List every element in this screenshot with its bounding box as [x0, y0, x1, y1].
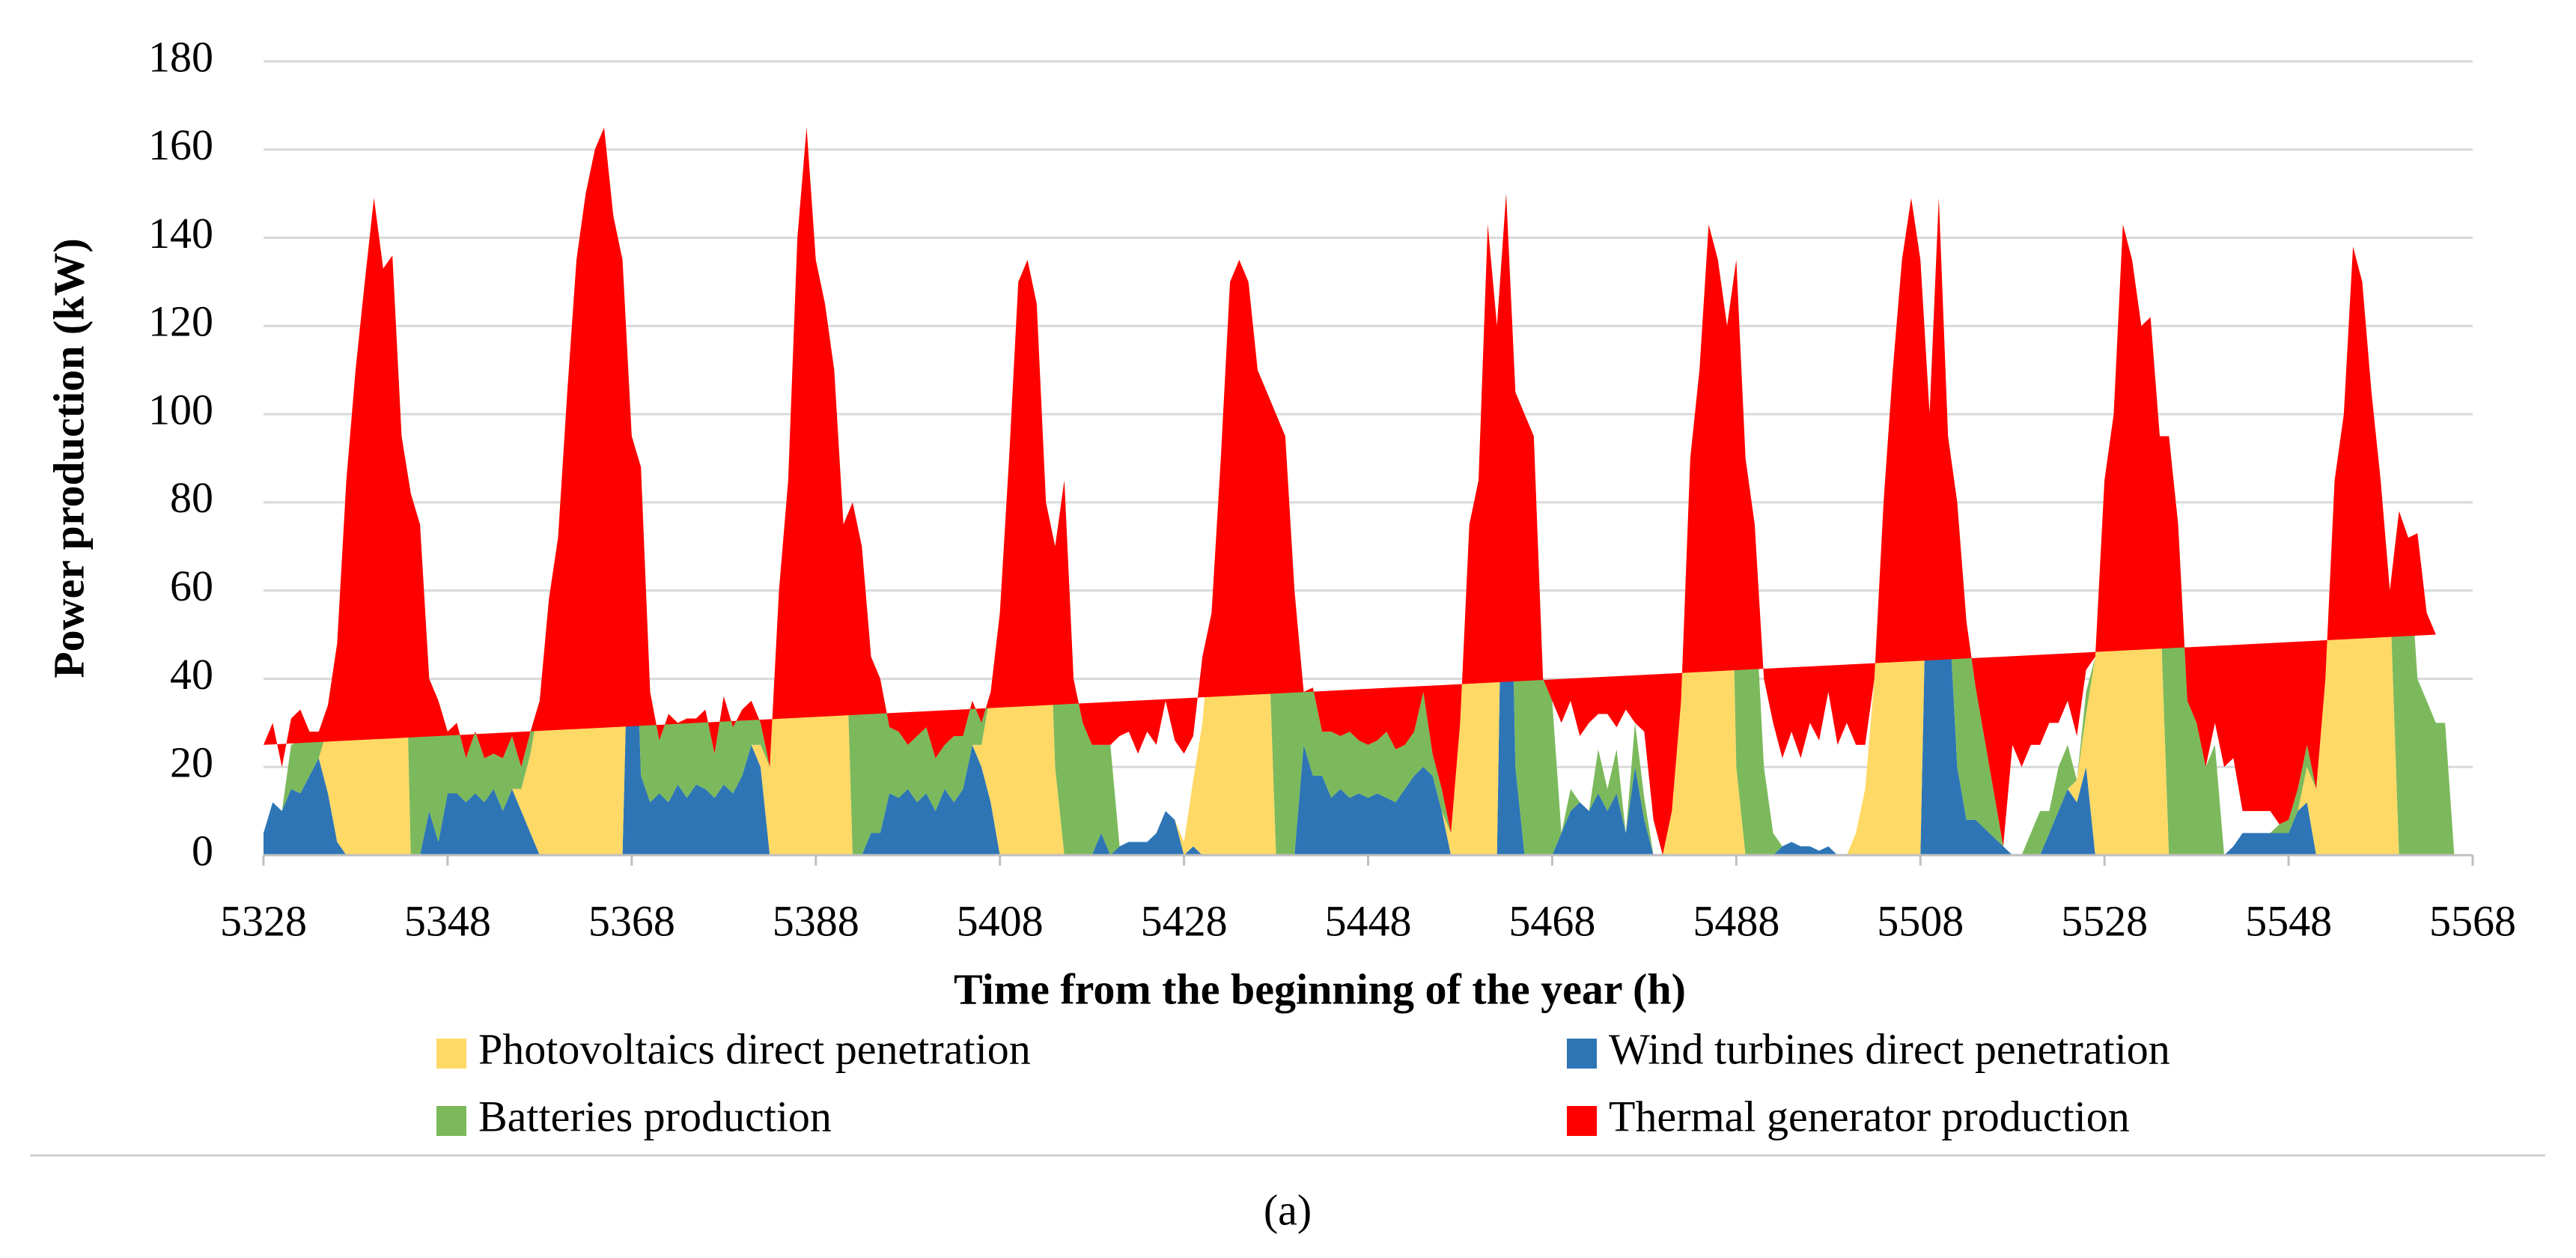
x-tick-label: 5408: [957, 896, 1044, 945]
y-tick-label: 120: [148, 297, 213, 346]
legend-swatch: [1567, 1039, 1597, 1069]
x-tick-label: 5548: [2245, 896, 2332, 945]
legend-label: Photovoltaics direct penetration: [478, 1024, 1031, 1073]
area: [264, 127, 2436, 856]
legend-label: Thermal generator production: [1609, 1092, 2130, 1140]
y-tick-label: 40: [170, 650, 213, 699]
x-tick-label: 5348: [404, 896, 491, 945]
y-axis-title: Power production (kW): [44, 238, 93, 678]
y-tick-label: 20: [170, 738, 213, 787]
x-tick-label: 5328: [220, 896, 307, 945]
x-tick-label: 5488: [1693, 896, 1779, 945]
x-tick-label: 5388: [773, 896, 859, 945]
y-tick-label: 160: [148, 121, 213, 169]
y-tick-label: 0: [192, 826, 213, 875]
area: [264, 127, 2473, 856]
x-axis-title: Time from the beginning of the year (h): [954, 964, 1686, 1013]
legend-label: Batteries production: [478, 1092, 832, 1140]
x-tick-label: 5468: [1508, 896, 1595, 945]
legend-swatch: [436, 1106, 466, 1136]
y-tick-label: 140: [148, 209, 213, 258]
legend-swatch: [436, 1039, 466, 1069]
x-tick-label: 5368: [588, 896, 675, 945]
x-tick-label: 5428: [1141, 896, 1228, 945]
y-tick-label: 80: [170, 473, 213, 522]
x-tick-label: 5448: [1325, 896, 1412, 945]
legend-swatch: [1567, 1106, 1597, 1136]
x-tick-label: 5508: [1877, 896, 1964, 945]
legend-label: Wind turbines direct penetration: [1609, 1024, 2170, 1073]
y-tick-label: 60: [170, 562, 213, 610]
caption: (a): [1264, 1185, 1312, 1234]
x-tick-label: 5528: [2061, 896, 2148, 945]
y-tick-label: 100: [148, 385, 213, 434]
x-tick-label: 5568: [2429, 896, 2516, 945]
y-tick-label: 180: [148, 32, 213, 81]
